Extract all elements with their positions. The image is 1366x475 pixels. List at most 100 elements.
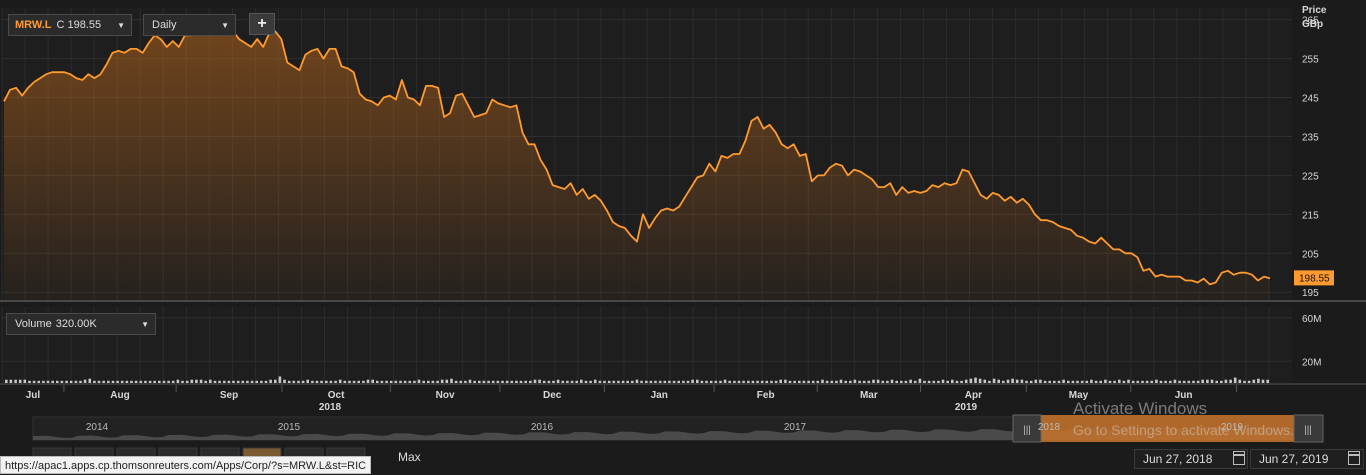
volume-bar bbox=[283, 379, 286, 383]
volume-bar bbox=[255, 380, 258, 383]
volume-bar bbox=[784, 379, 787, 383]
date-from-field[interactable]: Jun 27, 2018 bbox=[1134, 449, 1248, 469]
watermark-title: Activate Windows bbox=[1073, 399, 1208, 418]
volume-bar bbox=[1085, 380, 1089, 383]
price-tick-label: 235 bbox=[1302, 132, 1319, 143]
drag-handle-icon: ||| bbox=[1304, 425, 1312, 436]
volume-bar bbox=[394, 380, 398, 383]
volume-selector[interactable]: Volume 320.00K ▼ bbox=[6, 313, 156, 335]
volume-bar bbox=[626, 380, 629, 383]
volume-bar bbox=[218, 380, 221, 383]
volume-bar bbox=[765, 380, 769, 383]
volume-bar bbox=[1257, 378, 1260, 383]
symbol-label: MRW.L bbox=[15, 19, 52, 31]
volume-bar bbox=[598, 380, 602, 383]
navigator-area bbox=[33, 426, 1323, 440]
volume-bar bbox=[134, 380, 138, 383]
volume-bar bbox=[417, 379, 421, 383]
volume-bar bbox=[1025, 380, 1028, 383]
volume-bar bbox=[93, 380, 96, 383]
volume-bar bbox=[1243, 380, 1246, 383]
calendar-icon[interactable] bbox=[1348, 451, 1360, 465]
interval-select[interactable]: Daily ▼ bbox=[143, 14, 236, 36]
volume-bar bbox=[802, 380, 806, 383]
volume-bar bbox=[88, 378, 92, 383]
volume-bar bbox=[566, 380, 569, 383]
volume-bar bbox=[32, 380, 36, 383]
volume-bar bbox=[709, 380, 713, 383]
volume-bar bbox=[751, 380, 755, 383]
max-range-button[interactable]: Max bbox=[398, 450, 421, 464]
volume-bar bbox=[1015, 379, 1019, 383]
volume-bar bbox=[1094, 380, 1098, 383]
volume-bar bbox=[668, 380, 671, 383]
volume-bar bbox=[376, 380, 379, 383]
volume-bar bbox=[862, 380, 866, 383]
volume-bar bbox=[793, 380, 796, 383]
volume-bar bbox=[811, 380, 815, 383]
volume-bar bbox=[1076, 380, 1079, 383]
volume-bar bbox=[737, 380, 741, 383]
volume-bar bbox=[779, 379, 782, 383]
volume-bar bbox=[686, 380, 690, 383]
volume-bar bbox=[510, 380, 514, 383]
date-to-field[interactable]: Jun 27, 2019 bbox=[1250, 449, 1364, 469]
volume-bar bbox=[260, 380, 263, 383]
price-tick-label: 205 bbox=[1302, 249, 1319, 260]
volume-bar bbox=[974, 377, 977, 383]
volume-bar bbox=[311, 380, 314, 383]
volume-bar bbox=[603, 380, 606, 383]
volume-bar bbox=[464, 380, 467, 383]
chevron-down-icon: ▼ bbox=[141, 319, 149, 329]
volume-bar bbox=[389, 380, 393, 383]
volume-bar bbox=[1099, 380, 1102, 383]
volume-bar bbox=[570, 380, 574, 383]
volume-bar bbox=[997, 379, 1000, 383]
volume-bar bbox=[756, 380, 759, 383]
year-label: 2018 bbox=[319, 402, 342, 413]
volume-bar bbox=[69, 380, 73, 383]
price-tick-label: 195 bbox=[1302, 288, 1319, 299]
volume-bar bbox=[468, 379, 472, 383]
volume-bar bbox=[835, 380, 838, 383]
volume-bar bbox=[338, 379, 342, 383]
month-tick-label: Jun bbox=[1175, 390, 1193, 401]
volume-bar bbox=[1210, 379, 1214, 383]
month-tick-label: Mar bbox=[860, 390, 878, 401]
status-url: https://apac1.apps.cp.thomsonreuters.com… bbox=[0, 456, 372, 474]
volume-bar bbox=[209, 379, 212, 383]
volume-bar bbox=[37, 380, 41, 383]
volume-bar bbox=[593, 379, 597, 383]
volume-bar bbox=[774, 380, 778, 383]
volume-bar bbox=[552, 380, 555, 383]
volume-bar bbox=[1057, 380, 1061, 383]
volume-bar bbox=[65, 380, 68, 383]
volume-bar bbox=[362, 380, 365, 383]
volume-bar bbox=[241, 380, 245, 383]
navigator-year-label: 2016 bbox=[531, 422, 554, 433]
volume-bar bbox=[232, 380, 235, 383]
volume-bar bbox=[440, 379, 444, 383]
volume-bar bbox=[1206, 379, 1209, 383]
add-indicator-button[interactable]: + bbox=[249, 13, 275, 35]
month-tick-label: Dec bbox=[543, 390, 562, 401]
interval-label: Daily bbox=[152, 19, 177, 31]
volume-bar bbox=[1201, 379, 1204, 383]
symbol-selector[interactable]: MRW.L C 198.55 ▼ bbox=[8, 14, 132, 36]
month-tick-label: Aug bbox=[110, 390, 129, 401]
volume-bar bbox=[491, 380, 495, 383]
volume-bar bbox=[1113, 380, 1116, 383]
volume-bar bbox=[1006, 379, 1010, 383]
volume-bar bbox=[983, 379, 987, 383]
price-axis-title: Price bbox=[1302, 5, 1327, 16]
volume-bar bbox=[1155, 379, 1158, 383]
volume-bar bbox=[1071, 380, 1075, 383]
volume-bar bbox=[890, 379, 894, 383]
volume-bar bbox=[733, 380, 736, 383]
calendar-icon[interactable] bbox=[1233, 451, 1245, 465]
volume-bar bbox=[524, 380, 527, 383]
volume-bar bbox=[1108, 380, 1112, 383]
volume-bar bbox=[343, 380, 347, 383]
volume-bar bbox=[1011, 378, 1014, 383]
volume-bar bbox=[473, 380, 476, 383]
